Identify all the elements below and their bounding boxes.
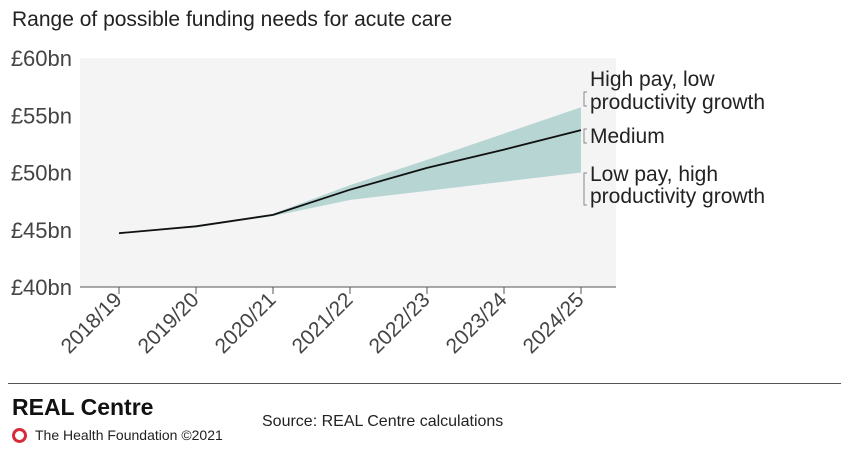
x-tick-label: 2021/22 <box>288 288 358 358</box>
org-name: The Health Foundation ©2021 <box>35 427 223 443</box>
health-foundation-logo-icon <box>12 427 27 443</box>
brand-name: REAL Centre <box>12 394 154 420</box>
y-tick-label: £55bn <box>11 103 72 128</box>
funding-range-chart: £40bn £45bn £50bn £55bn £60bn 2018/19 2019/20… <box>11 46 765 358</box>
y-axis: £40bn £45bn £50bn £55bn £60bn <box>11 46 72 300</box>
y-tick-label: £45bn <box>11 218 72 243</box>
source-note: Source: REAL Centre calculations <box>262 413 504 430</box>
x-tick-label: 2019/20 <box>134 288 204 358</box>
footer-divider <box>8 383 841 384</box>
range-band <box>119 107 581 234</box>
y-tick-label: £40bn <box>11 275 72 300</box>
medium-series-line <box>118 129 582 235</box>
y-tick-label: £50bn <box>11 161 72 186</box>
x-tick-label: 2024/25 <box>519 288 589 358</box>
low-series-label-line2: productivity growth <box>590 185 765 208</box>
high-label-bracket <box>583 91 587 107</box>
y-tick-label: £60bn <box>11 46 72 71</box>
low-label-bracket <box>583 172 587 206</box>
org-line: The Health Foundation ©2021 <box>12 426 223 444</box>
x-tick-label: 2023/24 <box>442 288 512 358</box>
x-axis: 2018/19 2019/20 2020/21 2021/22 2022/23 2023/… <box>57 287 589 358</box>
medium-label-bracket <box>583 128 587 144</box>
high-series-label-line2: productivity growth <box>590 91 765 114</box>
medium-series-label: Medium <box>590 125 665 148</box>
x-tick-label: 2022/23 <box>365 288 435 358</box>
low-series-label-line1: Low pay, high <box>590 163 718 186</box>
x-tick-label: 2020/21 <box>211 288 281 358</box>
high-series-label-line1: High pay, low <box>590 68 715 91</box>
chart-title: Range of possible funding needs for acut… <box>12 8 453 31</box>
